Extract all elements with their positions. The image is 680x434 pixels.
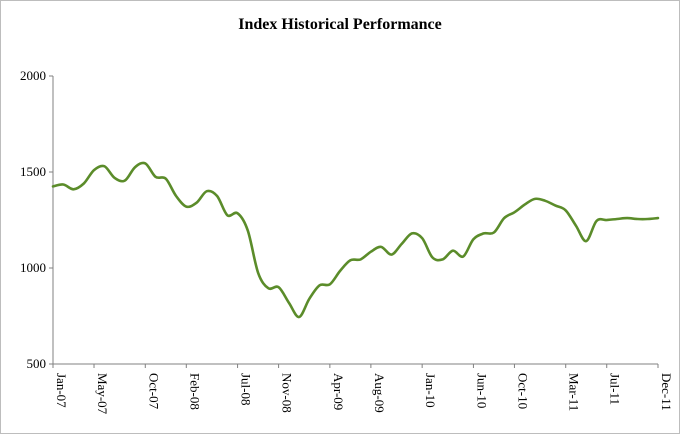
y-tick-label: 1500 bbox=[20, 164, 46, 179]
series-line bbox=[51, 161, 660, 319]
chart-title: Index Historical Performance bbox=[238, 16, 442, 33]
x-ticks: Jan-07 May-07 Oct-07 Feb-08 Jul-08 Nov-08 Apr-… bbox=[52, 364, 674, 415]
y-tick-label: 1000 bbox=[20, 260, 46, 275]
y-tick-label: 500 bbox=[27, 356, 47, 371]
x-tick-label: Apr-09 bbox=[331, 373, 346, 410]
x-tick-label: Jan-07 bbox=[54, 373, 69, 408]
y-ticks: 500 1000 1500 2000 bbox=[20, 68, 53, 371]
x-tick-label: Dec-11 bbox=[659, 373, 674, 411]
x-tick-label: Jan-10 bbox=[423, 373, 438, 408]
x-tick-label: Aug-09 bbox=[372, 373, 387, 413]
x-tick-label: May-07 bbox=[95, 373, 110, 415]
x-tick-label: Jul-11 bbox=[608, 373, 623, 405]
x-tick-label: Jul-08 bbox=[239, 373, 254, 406]
x-tick-label: Mar-11 bbox=[567, 373, 582, 411]
x-tick-label: Feb-08 bbox=[187, 373, 202, 410]
x-tick-label: Nov-08 bbox=[280, 373, 295, 413]
x-tick-label: Oct-10 bbox=[515, 373, 530, 409]
x-tick-label: Oct-07 bbox=[146, 373, 161, 410]
x-tick-label: Jun-10 bbox=[474, 373, 489, 408]
y-tick-label: 2000 bbox=[20, 68, 46, 83]
